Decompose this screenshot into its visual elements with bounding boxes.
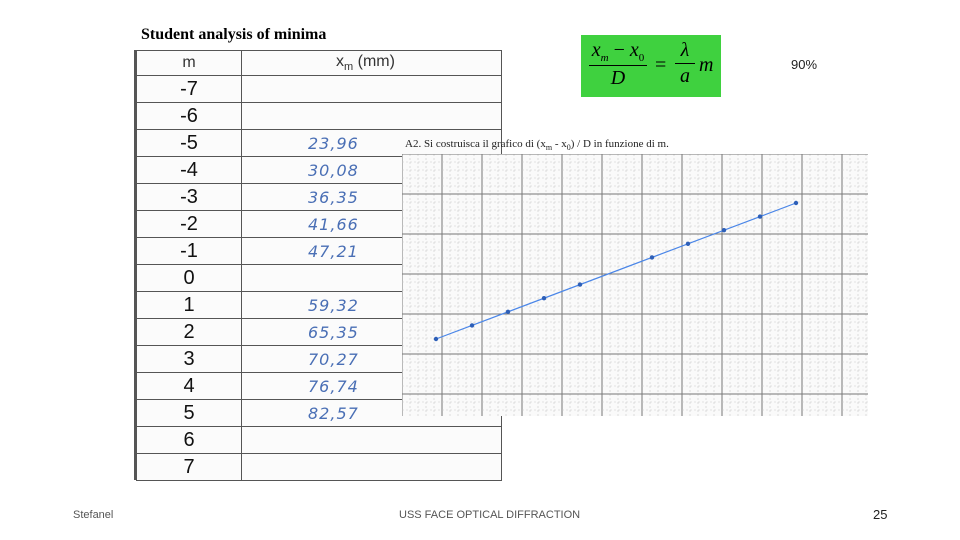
cell-xm bbox=[241, 102, 502, 130]
table-row: 1 59,32 bbox=[136, 291, 502, 319]
cell-m: -6 bbox=[136, 102, 242, 130]
formula-right-fraction: λ a bbox=[675, 39, 695, 88]
data-point bbox=[721, 228, 727, 233]
footer-title: USS FACE OPTICAL DIFFRACTION bbox=[399, 509, 581, 521]
table-header-row: m xm (mm) bbox=[136, 50, 502, 76]
data-point bbox=[793, 200, 799, 206]
formula-bar-right bbox=[675, 63, 695, 64]
formula-bar-left bbox=[589, 65, 647, 66]
cell-m: 2 bbox=[136, 318, 242, 346]
page-number: 25 bbox=[873, 507, 888, 522]
cell-m: 5 bbox=[136, 399, 242, 427]
slide-title: Student analysis of minima bbox=[141, 26, 327, 43]
table-row: -5 23,96 bbox=[136, 129, 502, 157]
measurement-table: m xm (mm) -7 -6 -5 23,96 -4 30,08 -3 36,35 -2 41,… bbox=[134, 50, 502, 481]
cell-m: 7 bbox=[136, 453, 242, 481]
formula-numerator: xm − x0 bbox=[591, 39, 645, 64]
footer-author: Stefanel bbox=[73, 509, 114, 521]
data-point bbox=[577, 282, 583, 287]
formula-box: xm − x0 D = λ a m bbox=[581, 35, 721, 97]
cell-m: -5 bbox=[136, 129, 242, 157]
cell-m: -2 bbox=[136, 210, 242, 238]
table-row: -7 bbox=[136, 75, 502, 103]
table-row: 6 bbox=[136, 426, 502, 454]
formula-denominator-left: D bbox=[610, 67, 626, 89]
formula-lambda: λ bbox=[680, 39, 690, 61]
graph-paper bbox=[402, 154, 868, 416]
cell-xm bbox=[241, 75, 502, 103]
data-point bbox=[433, 336, 439, 342]
cell-xm bbox=[241, 426, 502, 454]
data-point bbox=[685, 241, 691, 246]
table-row: 7 bbox=[136, 453, 502, 481]
cell-m: 1 bbox=[136, 291, 242, 319]
formula-left-fraction: xm − x0 D bbox=[589, 39, 647, 90]
formula-m: m bbox=[699, 54, 714, 76]
data-point bbox=[649, 255, 655, 260]
header-xm: xm (mm) bbox=[241, 50, 502, 76]
cell-m: -7 bbox=[136, 75, 242, 103]
data-point bbox=[757, 214, 763, 219]
percent-label: 90% bbox=[791, 57, 818, 72]
cell-m: -1 bbox=[136, 237, 242, 265]
graph-svg bbox=[402, 154, 868, 416]
header-x-sub: m bbox=[344, 61, 354, 74]
header-x-unit: (mm) bbox=[353, 52, 395, 70]
formula-equals: = bbox=[655, 54, 667, 76]
cell-m: 6 bbox=[136, 426, 242, 454]
cell-xm bbox=[241, 453, 502, 481]
header-x-main: x bbox=[336, 52, 344, 70]
grid-lines bbox=[402, 154, 868, 416]
minima-table: m xm (mm) -7 -6 -5 23,96 -4 30,08 -3 36,35 -2 41,… bbox=[136, 50, 502, 481]
cell-m: -3 bbox=[136, 183, 242, 211]
formula-denominator-right: a bbox=[680, 65, 690, 87]
graph-instruction: A2. Si costruisca il grafico di (xm - x0… bbox=[405, 138, 669, 153]
table-row: 0 bbox=[136, 264, 502, 292]
data-point bbox=[505, 309, 511, 314]
data-point bbox=[469, 323, 475, 328]
data-point bbox=[541, 296, 547, 301]
cell-m: 4 bbox=[136, 372, 242, 400]
cell-m: 3 bbox=[136, 345, 242, 373]
fit-line bbox=[435, 202, 797, 340]
cell-m: -4 bbox=[136, 156, 242, 184]
table-row: -6 bbox=[136, 102, 502, 130]
cell-xm: 23,96 bbox=[241, 129, 502, 157]
cell-m: 0 bbox=[136, 264, 242, 292]
header-m: m bbox=[136, 50, 242, 76]
